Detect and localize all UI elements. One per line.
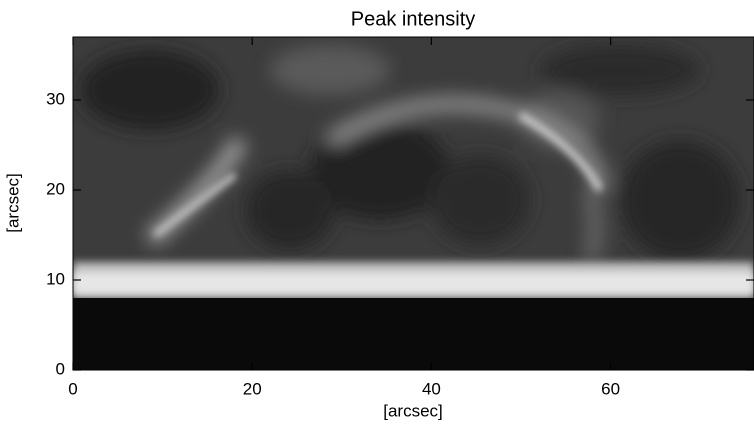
plot-frame: [72, 36, 754, 371]
chart-title: Peak intensity: [351, 8, 476, 30]
y-tick-label: 10: [46, 269, 65, 288]
x-tick-label: 60: [601, 379, 620, 398]
x-axis-label: [arcsec]: [383, 401, 443, 420]
intensity-image: [73, 37, 754, 370]
y-tick-label: 0: [56, 359, 65, 378]
y-axis-label: [arcsec]: [3, 173, 22, 233]
x-tick-label: 40: [422, 379, 441, 398]
x-tick-label: 20: [243, 379, 262, 398]
y-tick-label: 30: [46, 89, 65, 108]
x-tick-label: 0: [68, 379, 77, 398]
y-tick-label: 20: [46, 179, 65, 198]
